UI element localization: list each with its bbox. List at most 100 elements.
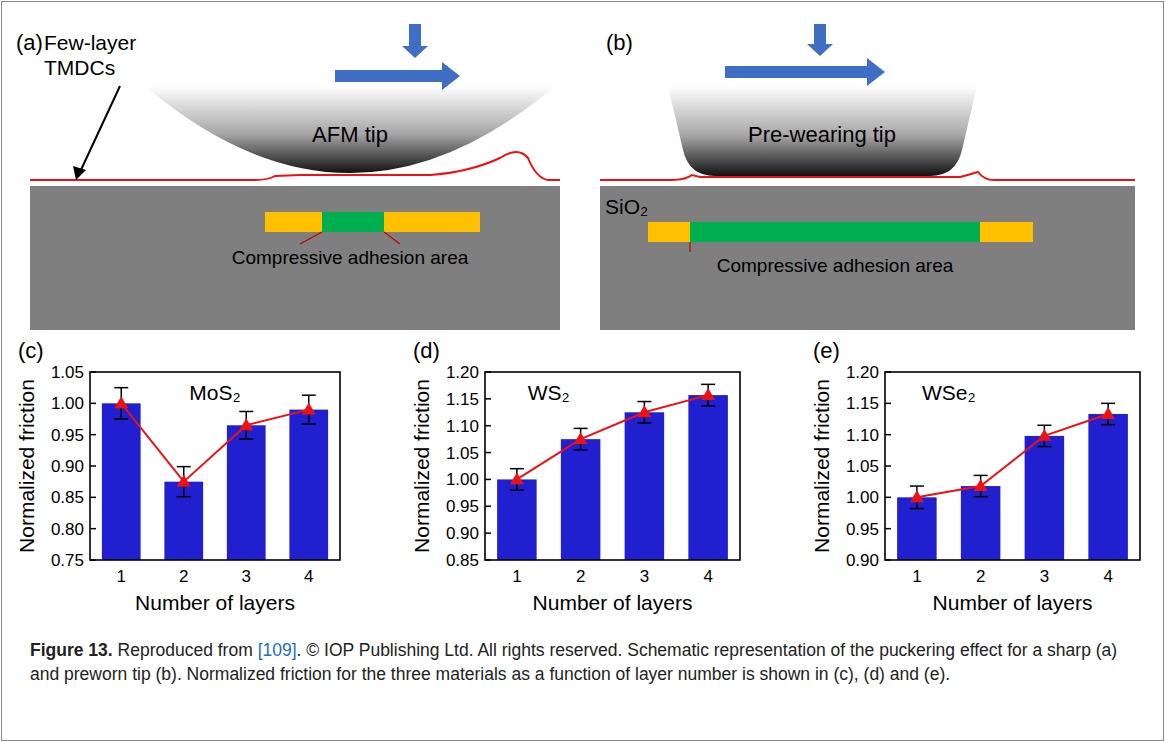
line <box>121 403 309 481</box>
x-tick-label: 1 <box>512 567 521 586</box>
marker <box>114 396 128 408</box>
line <box>517 395 708 479</box>
y-tick <box>885 497 891 499</box>
y-tick <box>90 528 96 530</box>
x-tick-label: 1 <box>912 567 921 586</box>
y-tick <box>485 479 491 481</box>
y-tick-label: 0.90 <box>51 457 84 476</box>
adhesion-zone <box>265 212 480 232</box>
marker <box>510 472 524 484</box>
marker <box>1037 429 1051 441</box>
y-tick-label: 0.95 <box>51 426 84 445</box>
y-tick-label: 1.20 <box>446 363 479 382</box>
error-cap <box>974 496 988 498</box>
marker <box>302 403 316 415</box>
chart-2: (e)0.900.951.001.051.101.151.201234WSe₂N… <box>810 338 1140 614</box>
compressive-zone <box>322 212 384 232</box>
bar <box>102 403 141 560</box>
bar <box>688 395 728 560</box>
chart-1: (d)0.850.900.951.001.051.101.151.201234W… <box>410 338 740 614</box>
error-bar <box>574 428 588 449</box>
x-tick-label: 4 <box>703 567 712 586</box>
flake-label-line: Few-layer <box>44 31 136 54</box>
error-cap <box>637 401 651 403</box>
bar <box>497 479 537 560</box>
error-bar <box>701 384 715 405</box>
y-tick <box>485 398 491 400</box>
y-tick-label: 1.00 <box>446 470 479 489</box>
x-tick-label: 3 <box>640 567 649 586</box>
error-cap <box>1101 403 1115 405</box>
y-axis-title: Normalized friction <box>810 379 833 553</box>
error-cap <box>302 394 316 396</box>
panel-label: (a) <box>16 30 43 55</box>
label-arrow <box>80 86 120 172</box>
y-tick <box>90 403 96 405</box>
y-tick-label: 1.15 <box>846 394 879 413</box>
error-bar <box>114 388 128 419</box>
bar <box>561 439 601 560</box>
label-arrowhead <box>73 166 86 180</box>
x-tick-label: 2 <box>179 567 188 586</box>
bar <box>227 425 266 560</box>
substrate-label: SiO₂ <box>605 195 648 218</box>
y-tick <box>885 403 891 405</box>
flake-label: Few-layerTMDCs <box>44 31 136 79</box>
y-axis-title: Normalized friction <box>15 379 38 553</box>
error-cap <box>910 508 924 510</box>
y-tick-label: 1.05 <box>51 363 84 382</box>
y-tick <box>885 465 891 467</box>
figure: (a)Few-layerTMDCsCompressive adhesion ar… <box>0 0 1165 742</box>
y-tick-label: 1.05 <box>846 457 879 476</box>
marker <box>974 479 988 491</box>
compressive-zone <box>690 222 980 242</box>
load-arrow <box>402 24 428 58</box>
material-label: WS₂ <box>528 381 570 404</box>
marker <box>574 432 588 444</box>
y-tick <box>485 532 491 534</box>
y-tick-label: 1.10 <box>846 426 879 445</box>
y-tick-label: 1.05 <box>446 444 479 463</box>
error-cap <box>510 468 524 470</box>
panel-label: (e) <box>813 338 840 363</box>
sliding-arrow <box>335 62 460 90</box>
figure-border <box>2 2 1164 741</box>
y-tick <box>485 425 491 427</box>
plot-area <box>497 384 728 560</box>
error-bar <box>302 395 316 424</box>
y-tick-label: 1.15 <box>446 390 479 409</box>
load-arrow <box>807 24 833 56</box>
y-tick-label: 0.95 <box>446 497 479 516</box>
panel-label: (b) <box>606 30 633 55</box>
y-tick <box>885 528 891 530</box>
material-label: WSe₂ <box>922 381 976 404</box>
pointer-line <box>300 232 322 244</box>
error-cap <box>510 489 524 491</box>
error-cap <box>114 418 128 420</box>
error-bar <box>177 467 191 497</box>
y-tick-label: 0.85 <box>51 488 84 507</box>
plot-area <box>897 403 1128 560</box>
flake <box>30 152 560 180</box>
y-tick <box>90 497 96 499</box>
y-tick-label: 0.75 <box>51 551 84 570</box>
panel-label: (d) <box>413 338 440 363</box>
marker <box>239 418 253 430</box>
y-tick <box>485 506 491 508</box>
error-cap <box>1101 424 1115 426</box>
y-tick-label: 0.85 <box>446 551 479 570</box>
line <box>917 414 1108 497</box>
marker <box>1101 407 1115 419</box>
schematic-a: (a)Few-layerTMDCsCompressive adhesion ar… <box>16 30 560 330</box>
y-tick-label: 1.00 <box>51 394 84 413</box>
x-tick-label: 3 <box>1040 567 1049 586</box>
plot-area <box>102 388 328 560</box>
marker <box>910 490 924 502</box>
error-cap <box>239 438 253 440</box>
tip-label: AFM tip <box>312 122 388 147</box>
y-tick-label: 1.00 <box>846 488 879 507</box>
error-cap <box>1037 425 1051 427</box>
bar <box>1025 436 1065 560</box>
x-tick-label: 4 <box>304 567 313 586</box>
schematic-b: (b)SiO₂Compressive adhesion areaPre-wear… <box>600 30 1135 330</box>
